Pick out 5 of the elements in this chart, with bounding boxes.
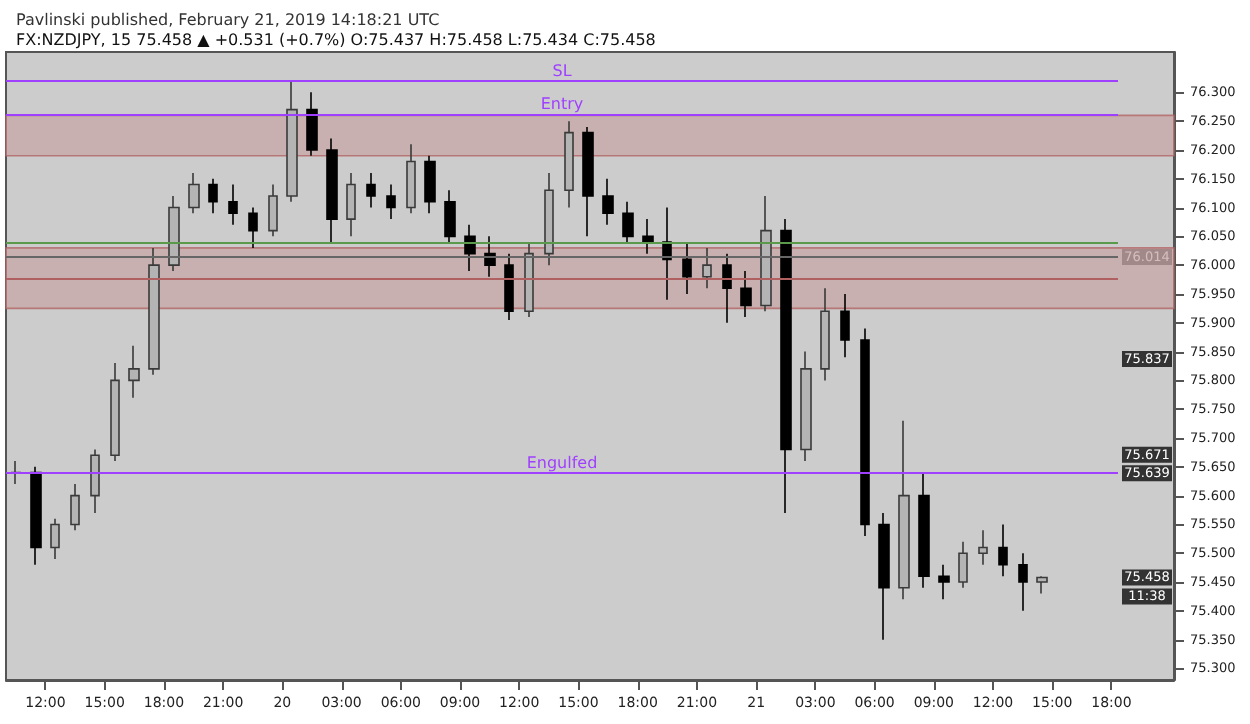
chart-subtitle: FX:NZDJPY, 15 75.458 ▲ +0.531 (+0.7%) O:75.437 H:75.458 L:75.434 C:75.458	[16, 31, 656, 49]
ref-line-label: Engulfed	[526, 454, 598, 473]
ref-line-label: Entry	[540, 95, 584, 114]
ref-line-label: SL	[552, 61, 573, 80]
chart-title: Pavlinski published, February 21, 2019 14:18:21 UTC	[16, 11, 441, 29]
